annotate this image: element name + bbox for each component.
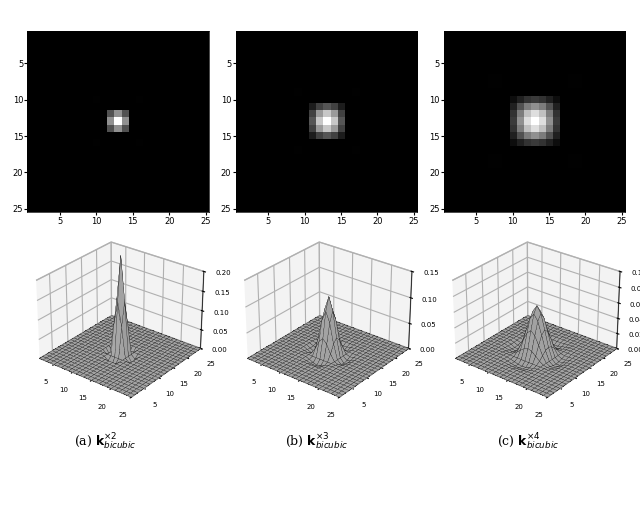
Text: (a) $\mathbf{k}_{bicubic}^{\times 2}$: (a) $\mathbf{k}_{bicubic}^{\times 2}$ [74,432,137,452]
Text: (b) $\mathbf{k}_{bicubic}^{\times 3}$: (b) $\mathbf{k}_{bicubic}^{\times 3}$ [285,432,348,452]
Text: (c) $\mathbf{k}_{bicubic}^{\times 4}$: (c) $\mathbf{k}_{bicubic}^{\times 4}$ [497,432,559,452]
